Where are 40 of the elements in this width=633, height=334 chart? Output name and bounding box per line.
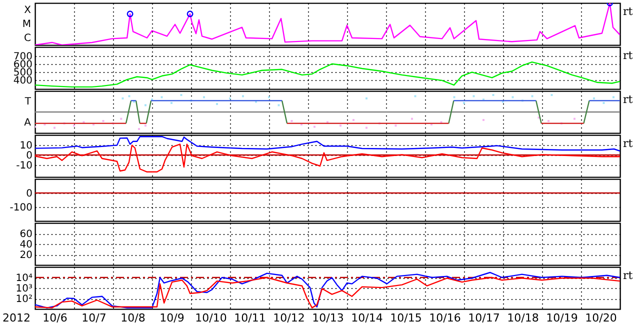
line-series — [35, 136, 620, 152]
x-tick-label: 10/20 — [585, 312, 617, 324]
y-tick-label: 10⁴ — [16, 273, 32, 284]
text: T — [24, 96, 32, 108]
x-tick-label: 10/17 — [468, 312, 500, 324]
text: rt — [623, 137, 633, 150]
y-tick-label: 20 — [20, 250, 32, 261]
y-tick-label: 10³ — [16, 284, 32, 294]
y-tick-label: -100 — [10, 202, 32, 214]
x-tick-label: 10/19 — [546, 312, 578, 324]
x-tick-label: 10/8 — [120, 312, 146, 324]
y-tick-label: 10² — [16, 294, 32, 305]
x-tick-label: 10/15 — [390, 312, 422, 324]
x-tick-label: 10/11 — [234, 312, 266, 324]
x-axis-title: 2012 — [2, 312, 30, 324]
line-series — [35, 144, 620, 172]
x-tick-label: 10/16 — [429, 312, 461, 324]
text: rt — [623, 5, 633, 18]
y-tick-label: 0 — [26, 188, 32, 200]
text: rt — [623, 269, 633, 282]
line-series — [35, 61, 620, 88]
x-tick-label: 10/12 — [273, 312, 305, 324]
text: M — [22, 19, 31, 30]
x-tick-label: 10/14 — [351, 312, 383, 324]
text: C — [24, 33, 32, 44]
text: rt — [623, 49, 633, 62]
x-tick-label: 10/6 — [42, 312, 68, 324]
text: A — [24, 118, 32, 128]
x-tick-label: 10/10 — [195, 312, 227, 324]
x-tick-label: 10/13 — [312, 312, 344, 324]
x-tick-label: 10/7 — [82, 312, 106, 324]
x-tick-label: 10/9 — [160, 312, 184, 324]
text: rt — [623, 93, 633, 106]
y-tick-label: 10 — [20, 140, 32, 152]
y-tick-label: 60 — [20, 229, 32, 240]
y-tick-label: 0 — [26, 150, 32, 162]
x-tick-label: 10/18 — [507, 312, 539, 324]
y-tick-label: -10 — [16, 160, 32, 172]
text: X — [24, 5, 32, 16]
y-tick-label: 40 — [20, 240, 32, 250]
